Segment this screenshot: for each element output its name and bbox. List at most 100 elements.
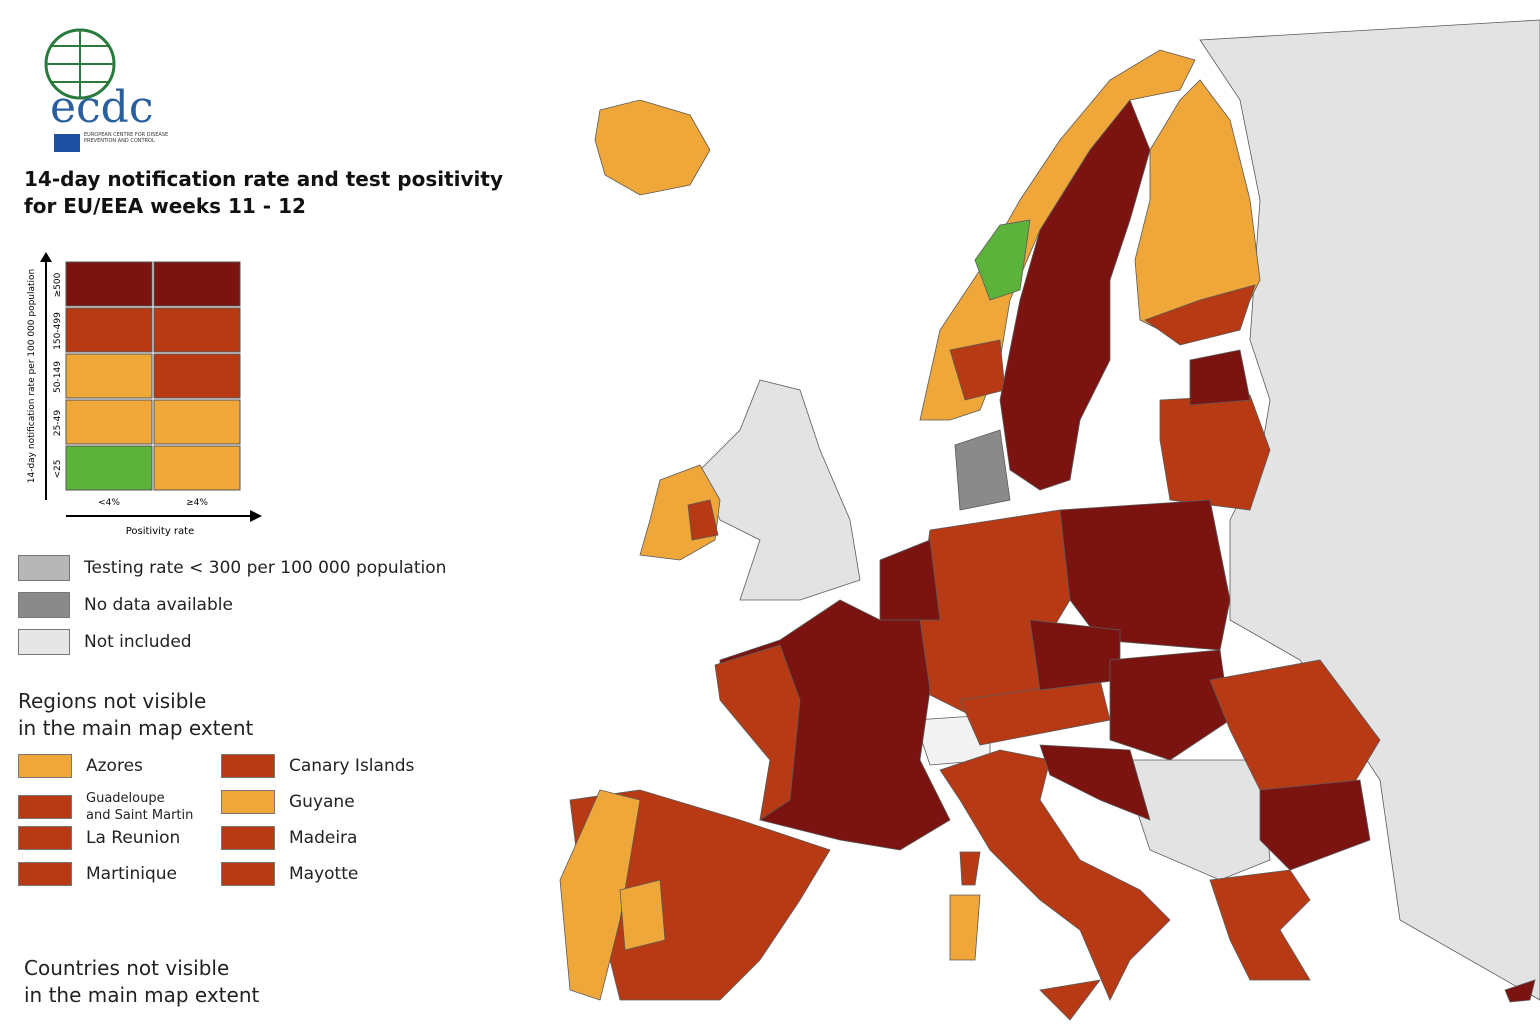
region-label: La Reunion bbox=[86, 828, 180, 848]
legend-swatch bbox=[18, 592, 70, 618]
region-swatch bbox=[18, 795, 72, 819]
legend-item: No data available bbox=[18, 592, 233, 618]
region-item: Madeira bbox=[221, 826, 357, 850]
matrix-cell bbox=[65, 399, 153, 445]
x-arrow-head bbox=[250, 510, 262, 522]
section-line: Countries not visible bbox=[24, 956, 230, 980]
region-swatch bbox=[18, 862, 72, 886]
row-label: 25-49 bbox=[53, 410, 63, 436]
sardinia bbox=[949, 894, 981, 961]
region-item: Guadeloupe and Saint Martin bbox=[18, 790, 193, 824]
estonia bbox=[1189, 349, 1251, 406]
region-swatch bbox=[221, 826, 275, 850]
matrix-cell bbox=[65, 307, 153, 353]
logo-grid bbox=[46, 30, 114, 98]
column-label: ≥4% bbox=[186, 498, 208, 508]
matrix-cell bbox=[153, 445, 241, 491]
region-label: Martinique bbox=[86, 864, 177, 884]
matrix-cell bbox=[153, 353, 241, 399]
x-label: Positivity rate bbox=[126, 526, 195, 537]
legend-item: Not included bbox=[18, 629, 192, 655]
legend-swatch bbox=[18, 629, 70, 655]
region-item: Martinique bbox=[18, 862, 177, 886]
region-item: La Reunion bbox=[18, 826, 180, 850]
row-label: 50-149 bbox=[53, 361, 63, 393]
united-kingdom bbox=[699, 379, 861, 601]
bulgaria bbox=[1259, 779, 1371, 871]
legend-label: Testing rate < 300 per 100 000 populatio… bbox=[84, 558, 447, 578]
non-eu-land bbox=[699, 19, 1540, 1001]
title: 14-day notification rate and test positi… bbox=[24, 166, 503, 220]
region-label-line: Guyane bbox=[289, 792, 355, 812]
matrix: 14-day notification rate per 100 000 pop… bbox=[27, 252, 262, 537]
western-balkans bbox=[1119, 759, 1271, 881]
section-line: in the main map extent bbox=[18, 716, 254, 740]
region-label-line: Madeira bbox=[289, 828, 358, 848]
org-name-box: EUROPEAN CENTRE FOR DISEASE PREVENTION A… bbox=[84, 132, 169, 144]
region-label-line: Martinique bbox=[86, 864, 177, 884]
region-label-line: Guadeloupe bbox=[86, 791, 165, 806]
regions-title: Regions not visible in the main map exte… bbox=[18, 688, 253, 742]
eu-flag bbox=[54, 134, 80, 152]
legend-label: No data available bbox=[84, 595, 233, 615]
cyprus bbox=[1504, 979, 1536, 1003]
region-label: Madeira bbox=[289, 828, 357, 848]
baltics bbox=[1159, 394, 1271, 511]
corsica bbox=[959, 851, 981, 886]
region-item: Guyane bbox=[221, 790, 355, 814]
finland-south bbox=[1144, 284, 1256, 346]
title-line: for EU/EEA weeks 11 - 12 bbox=[24, 194, 306, 218]
region-swatch bbox=[221, 862, 275, 886]
iceland bbox=[594, 99, 711, 196]
matrix-cell bbox=[65, 353, 153, 399]
region-label: Mayotte bbox=[289, 864, 358, 884]
ireland-east bbox=[687, 499, 719, 541]
region-swatch bbox=[221, 790, 275, 814]
countries bbox=[559, 49, 1536, 1021]
row-label: 150-499 bbox=[53, 312, 63, 350]
portugal bbox=[559, 789, 641, 1001]
region-label: Canary Islands bbox=[289, 756, 414, 776]
region-label-line: La Reunion bbox=[86, 828, 181, 848]
section-line: Regions not visible bbox=[18, 689, 207, 713]
region-item: Mayotte bbox=[221, 862, 358, 886]
legend-label: Not included bbox=[84, 632, 192, 652]
region-label: Azores bbox=[86, 756, 143, 776]
section-line: in the main map extent bbox=[24, 983, 260, 1007]
region-label-line: and Saint Martin bbox=[86, 808, 194, 823]
org-name: EUROPEAN CENTRE FOR DISEASE PREVENTION A… bbox=[84, 132, 169, 144]
row-label: <25 bbox=[53, 460, 63, 479]
logo-text: ecdc bbox=[50, 82, 154, 133]
region-label: Guadeloupe and Saint Martin bbox=[86, 790, 193, 824]
region-swatch bbox=[221, 754, 275, 778]
spain-centre bbox=[619, 879, 666, 951]
matrix-cell bbox=[153, 399, 241, 445]
row-label: ≥500 bbox=[53, 272, 63, 297]
region-swatch bbox=[18, 754, 72, 778]
benelux bbox=[879, 539, 941, 621]
region-label: Guyane bbox=[289, 792, 355, 812]
title-line: 14-day notification rate and test positi… bbox=[24, 167, 503, 191]
logo: ecdc EUROPEAN CENTRE FOR DISEASE PREVENT… bbox=[44, 28, 169, 152]
region-swatch bbox=[18, 826, 72, 850]
denmark bbox=[954, 429, 1011, 511]
region-item: Canary Islands bbox=[221, 754, 414, 778]
greece bbox=[1209, 869, 1311, 981]
slovakia-hungary bbox=[1109, 649, 1231, 761]
matrix-cell bbox=[65, 261, 153, 307]
legend-swatch bbox=[18, 555, 70, 581]
matrix-cell bbox=[153, 261, 241, 307]
region-item: Azores bbox=[18, 754, 143, 778]
norway-central bbox=[974, 219, 1031, 301]
column-label: <4% bbox=[98, 498, 120, 508]
y-arrow-head bbox=[40, 252, 52, 262]
czechia bbox=[1029, 619, 1121, 691]
sicily bbox=[1039, 979, 1101, 1021]
sweden bbox=[999, 99, 1151, 491]
matrix-cell bbox=[65, 445, 153, 491]
y-label: 14-day notification rate per 100 000 pop… bbox=[27, 269, 37, 484]
legend-item: Testing rate < 300 per 100 000 populatio… bbox=[18, 555, 446, 581]
france-west bbox=[714, 644, 801, 821]
